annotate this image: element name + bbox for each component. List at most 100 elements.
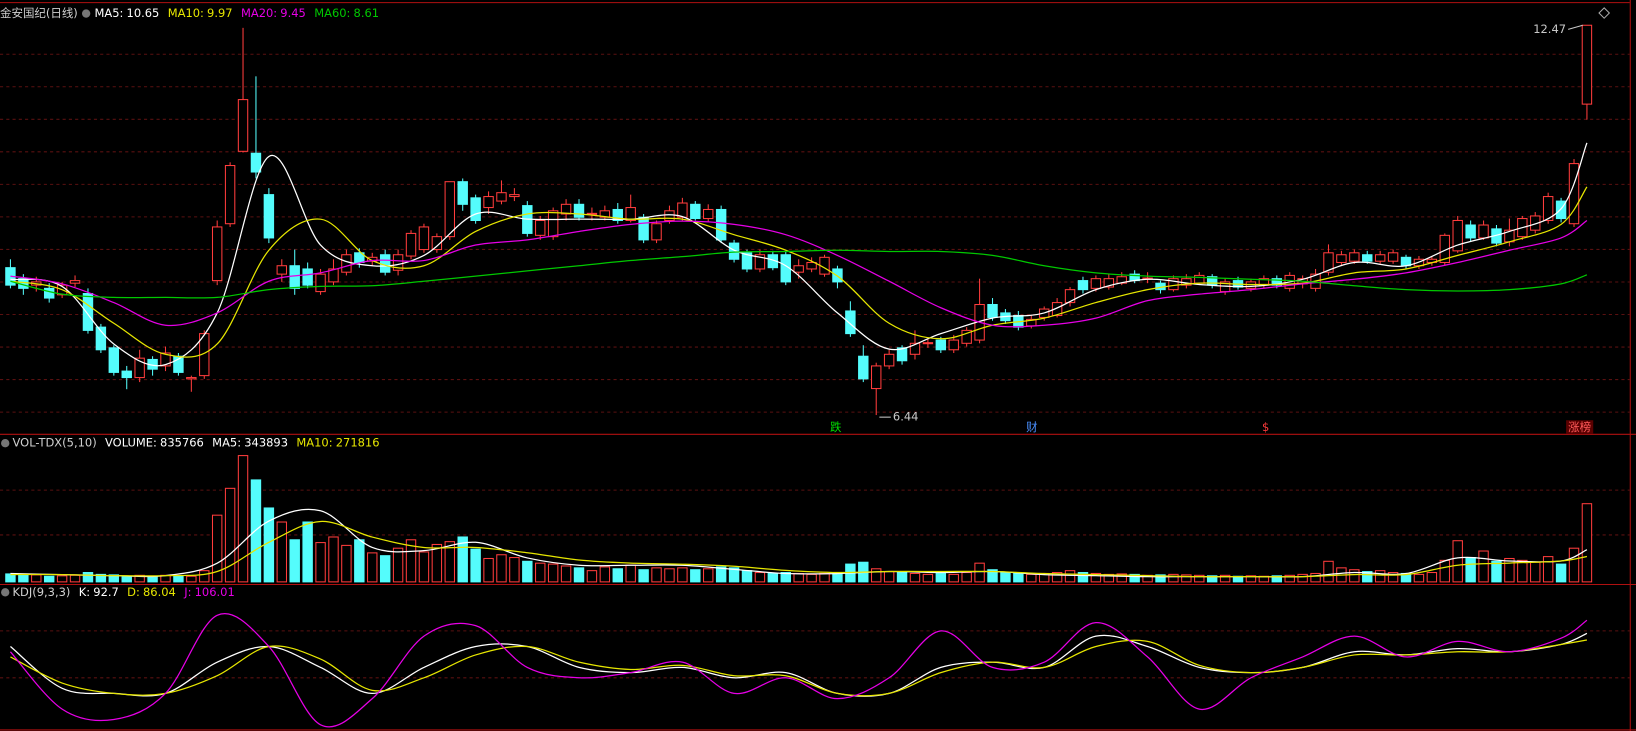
volume-bar — [509, 557, 520, 583]
candle-body — [315, 273, 326, 293]
candle-body — [715, 208, 727, 241]
candle-body — [392, 254, 404, 271]
volume-bar — [625, 564, 636, 583]
dropdown-icon[interactable] — [81, 9, 91, 18]
volume-bar — [1297, 573, 1308, 583]
candle-body — [418, 226, 430, 251]
diamond-icon[interactable] — [1598, 7, 1611, 19]
indicator-line — [10, 142, 1588, 367]
legend-text: 9.45 — [280, 6, 306, 20]
volume-bar — [987, 569, 998, 583]
candle-body — [690, 203, 701, 220]
candle-body — [134, 357, 145, 379]
volume-bar — [1555, 563, 1567, 583]
volume-bar — [780, 572, 791, 583]
volume-bar — [199, 570, 210, 583]
candle-body — [224, 165, 236, 225]
volume-bar — [612, 568, 623, 583]
event-marker[interactable]: 财 — [1026, 420, 1037, 434]
candle-body — [1530, 215, 1541, 231]
volume-bar — [379, 555, 391, 583]
legend-text: 835766 — [160, 436, 204, 450]
candle-body — [43, 287, 55, 299]
candle-body — [1336, 254, 1347, 264]
legend-text: 金安国纪(日线) — [0, 6, 78, 20]
candle-body — [703, 208, 714, 220]
volume-bar — [1439, 559, 1451, 583]
candle-body — [1555, 200, 1567, 220]
volume-bar — [173, 575, 184, 583]
dropdown-icon[interactable] — [1, 588, 10, 597]
candle-body — [276, 265, 288, 275]
candle-body — [1323, 252, 1334, 273]
legend-text: MA10: — [168, 6, 204, 20]
volume-bar — [547, 563, 559, 583]
candle-body — [961, 329, 972, 344]
volume-bar — [1051, 572, 1063, 583]
candle-body — [431, 236, 443, 251]
volume-bar — [95, 573, 107, 583]
volume-bar — [793, 572, 804, 583]
volume-bar — [1155, 574, 1166, 583]
candle-body — [160, 352, 171, 367]
low-label: 6.44 — [893, 410, 919, 424]
candle-body — [237, 99, 249, 152]
legend-text: K: — [79, 585, 90, 599]
candle-body — [1168, 278, 1179, 291]
volume-bar — [1310, 572, 1321, 583]
candle-body — [547, 210, 559, 238]
event-marker-bg — [1566, 420, 1594, 434]
volume-bar — [82, 572, 94, 583]
candle-body — [638, 216, 649, 241]
candle-body — [1387, 252, 1399, 262]
candle-body — [806, 261, 817, 270]
candle-body — [121, 370, 132, 379]
candle-body — [302, 268, 313, 286]
dropdown-icon[interactable] — [1, 439, 10, 448]
candle-body — [664, 210, 675, 221]
volume-bar — [470, 548, 481, 583]
volume-bar — [1245, 575, 1257, 583]
candle-body — [1452, 219, 1463, 252]
candle-body — [922, 342, 934, 345]
volume-bar — [754, 572, 766, 583]
candle-body — [612, 208, 623, 221]
volume-bar — [1504, 557, 1515, 583]
event-marker[interactable]: $ — [1262, 420, 1269, 434]
event-marker[interactable]: 跌 — [830, 420, 842, 434]
candle-body — [69, 280, 81, 284]
volume-bar — [1168, 573, 1179, 583]
indicator-line — [10, 186, 1588, 358]
volume-bar — [1387, 572, 1399, 583]
candle-body — [1362, 254, 1373, 262]
volume-bar — [1181, 574, 1192, 583]
volume-bar — [586, 570, 598, 583]
volume-bar — [1064, 570, 1076, 583]
volume-bar — [664, 568, 675, 583]
volume-bar — [354, 539, 365, 583]
volume-bar — [599, 566, 611, 583]
volume-bar — [31, 574, 42, 583]
volume-bar — [69, 574, 81, 583]
candle-body — [1349, 252, 1360, 262]
volume-bar — [1090, 572, 1102, 583]
volume-bar — [896, 572, 908, 583]
high-label: 12.47 — [1533, 22, 1566, 36]
candle-body — [741, 252, 753, 270]
volume-bar — [573, 567, 585, 583]
volume-bar — [1517, 559, 1528, 583]
candle-body — [728, 242, 740, 260]
candle-body — [987, 303, 998, 318]
volume-bar — [1374, 570, 1386, 583]
event-marker[interactable]: 涨榜 — [1568, 420, 1591, 434]
candle-body — [457, 181, 468, 205]
candle-body — [909, 342, 921, 355]
legend-text: 86.04 — [143, 585, 176, 599]
volume-bar — [922, 573, 934, 583]
legend-text: 271816 — [336, 436, 380, 450]
volume-bar — [18, 574, 29, 583]
volume-bar — [690, 569, 701, 583]
volume-bar — [289, 539, 300, 583]
